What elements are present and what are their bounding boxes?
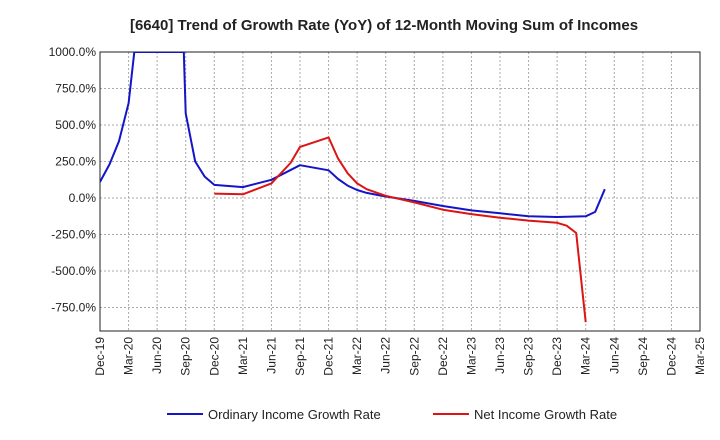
- x-tick-label: Dec-21: [322, 337, 336, 376]
- x-tick-label: Sep-20: [179, 337, 193, 376]
- chart-title: [6640] Trend of Growth Rate (YoY) of 12-…: [130, 17, 638, 34]
- x-tick-label: Mar-24: [579, 337, 593, 375]
- x-tick-label: Sep-23: [522, 337, 536, 376]
- x-tick-label: Mar-21: [236, 337, 250, 375]
- x-tick-label: Jun-20: [150, 337, 164, 374]
- x-tick-label: Mar-22: [350, 337, 364, 375]
- x-tick-label: Sep-21: [293, 337, 307, 376]
- x-tick-label: Jun-21: [264, 337, 278, 374]
- y-tick-label: 250.0%: [55, 155, 96, 169]
- x-tick-label: Sep-22: [407, 337, 421, 376]
- y-tick-label: -750.0%: [51, 301, 96, 315]
- y-tick-label: -250.0%: [51, 228, 96, 242]
- legend-label: Ordinary Income Growth Rate: [208, 407, 381, 422]
- x-axis: Dec-19 Mar-20 Jun-20 Sep-20 Dec-20 Mar-21 Jun-…: [93, 337, 707, 376]
- y-tick-label: 500.0%: [55, 118, 96, 132]
- x-tick-label: Dec-19: [93, 337, 107, 376]
- y-tick-label: 0.0%: [69, 191, 97, 205]
- x-tick-label: Dec-22: [436, 337, 450, 376]
- series-layer: [100, 52, 606, 323]
- x-tick-label: Dec-24: [664, 337, 678, 376]
- y-tick-label: 1000.0%: [49, 45, 97, 59]
- series-line-net-income: [214, 136, 587, 323]
- x-tick-label: Sep-24: [636, 337, 650, 376]
- grid: [100, 52, 700, 331]
- x-tick-label: Mar-23: [464, 337, 478, 375]
- x-tick-label: Mar-20: [122, 337, 136, 375]
- y-tick-label: -500.0%: [51, 264, 96, 278]
- x-tick-label: Jun-24: [607, 337, 621, 374]
- x-tick-label: Dec-23: [550, 337, 564, 376]
- x-tick-label: Dec-20: [207, 337, 221, 376]
- y-tick-label: 750.0%: [55, 82, 96, 96]
- legend: Ordinary Income Growth Rate Net Income Gr…: [167, 407, 617, 422]
- plot-area-border: [99, 51, 701, 332]
- y-axis: 1000.0% 750.0% 500.0% 250.0% 0.0% -250.0% -500…: [49, 45, 97, 315]
- series-line-ordinary-income: [100, 52, 606, 218]
- legend-label: Net Income Growth Rate: [474, 407, 617, 422]
- x-tick-label: Jun-23: [493, 337, 507, 374]
- x-tick-label: Jun-22: [379, 337, 393, 374]
- x-tick-label: Mar-25: [693, 337, 707, 375]
